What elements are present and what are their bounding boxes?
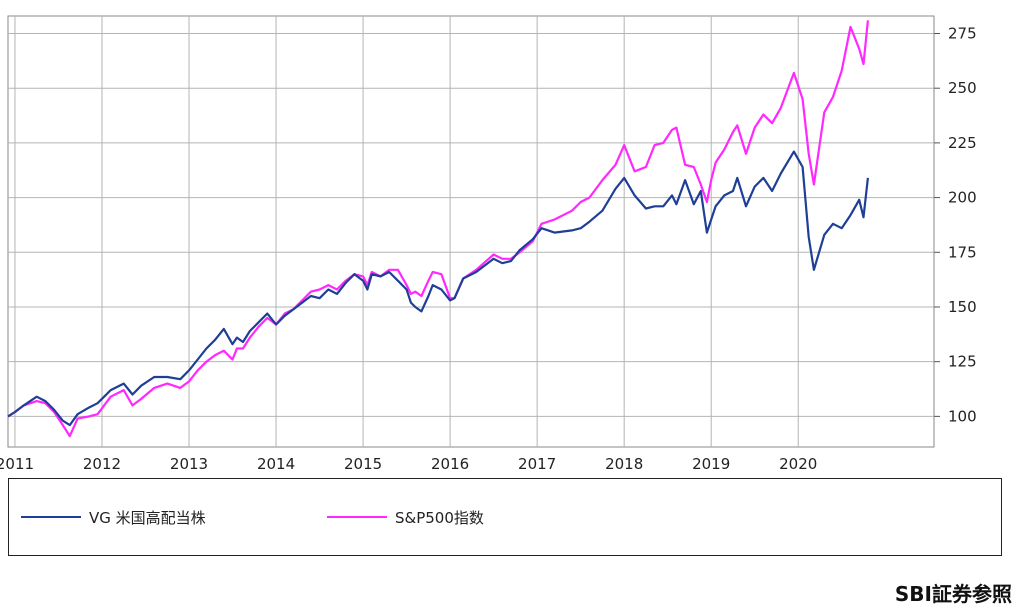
legend-label-sp500: S&P500指数 [395,508,484,527]
series-line-sp500 [7,20,869,438]
x-tick-label: 2020 [779,455,817,473]
x-tick-label: 2019 [692,455,730,473]
x-tick-label: 2015 [344,455,382,473]
x-tick-label: 2018 [605,455,643,473]
y-tick-label: 175 [948,243,977,261]
legend-swatch-sp500 [327,516,387,518]
legend-swatch-vg [21,516,81,518]
x-tick-label: 2011 [0,455,34,473]
x-tick-label: 2016 [431,455,469,473]
x-axis-ticks: 2011 2012 2013 2014 2015 2016 2017 2018 2019 2020 [0,455,817,473]
x-tick-label: 2013 [170,455,208,473]
y-tick-label: 100 [948,407,977,425]
y-tick-label: 225 [948,134,977,152]
x-tick-label: 2012 [83,455,121,473]
y-tick-label: 150 [948,298,977,316]
legend-label-vg: VG 米国高配当株 [89,508,206,527]
legend-item-sp500: S&P500指数 [327,506,484,528]
legend: VG 米国高配当株 S&P500指数 [8,478,1002,556]
x-tick-label: 2017 [518,455,556,473]
legend-item-vg: VG 米国高配当株 [21,506,206,528]
y-tick-label: 125 [948,353,977,371]
y-axis-ticks: 100 125 150 175 200 225 250 275 [934,25,977,425]
series-lines [7,20,869,438]
source-credit: SBI証券参照 [894,582,1012,606]
y-tick-label: 200 [948,189,977,207]
y-tick-label: 250 [948,79,977,97]
y-tick-label: 275 [948,25,977,43]
series-line-vg [7,150,869,427]
line-chart: 2011 2012 2013 2014 2015 2016 2017 2018 2019 2020… [0,15,977,473]
x-tick-label: 2014 [257,455,295,473]
